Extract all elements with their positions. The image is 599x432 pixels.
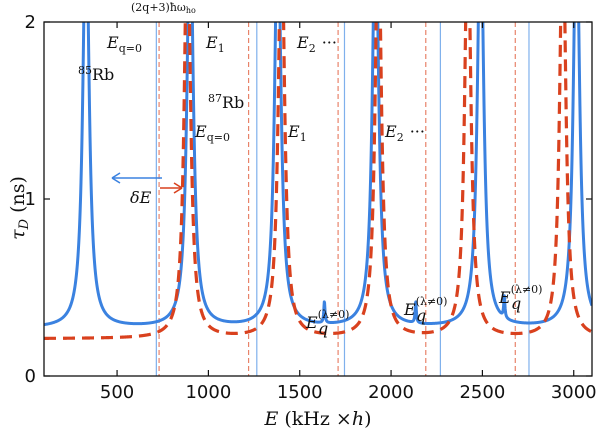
x-tick-label-4: 2500 [459,382,505,403]
eq-lambda-sub-1: q [318,319,328,338]
x-tick-label-0: 500 [100,382,134,403]
y-tick-label-1: 1 [25,189,36,210]
series-line-rb85 [44,22,592,327]
ticks: 500 1000 1500 2000 2500 3000 0 1 2 [25,12,597,403]
y-tick-label-0: 0 [25,366,36,387]
eq-lambda-sub-2: q [416,306,426,325]
delta-e-right-arrowhead [173,182,183,194]
e1-label-mid: E1 [287,122,307,144]
e1-label-top: E1 [205,33,225,55]
rb85-label: 85Rb [78,64,114,84]
e2-label-top: E2 ··· [296,33,337,55]
x-tick-label-2: 1500 [277,382,323,403]
x-tick-label-3: 2000 [368,382,414,403]
eq-lambda-label-3: E(λ≠0) [498,283,542,307]
eq0-label-mid: Eq=0 [194,122,230,144]
top-energy-label: (2q+3)ħωho [131,1,196,15]
eq-lambda-sub-3: q [511,294,521,313]
rb87-label: 87Rb [208,92,244,112]
x-tick-label-1: 1000 [185,382,231,403]
curves [44,22,592,340]
delta-e-label: δE [130,188,152,207]
eq-lambda-label-2: E(λ≠0) [403,295,447,319]
x-axis-label: E (kHz ×h) [263,408,371,430]
reference-lines [155,22,530,376]
y-axis-label: τD (ns) [7,176,32,240]
eq0-label-top: Eq=0 [106,33,142,55]
series-line-rb87 [44,22,592,340]
y-tick-label-2: 2 [25,12,36,33]
annotations: (2q+3)ħωho 85Rb 87Rb Eq=0 E1 E2 ··· Eq=0 … [78,1,542,338]
x-tick-label-5: 3000 [551,382,597,403]
delta-e-left-arrowhead [111,172,121,184]
e2-label-mid: E2 ··· [384,122,425,144]
eq-lambda-label-1: E(λ≠0) [305,308,349,332]
